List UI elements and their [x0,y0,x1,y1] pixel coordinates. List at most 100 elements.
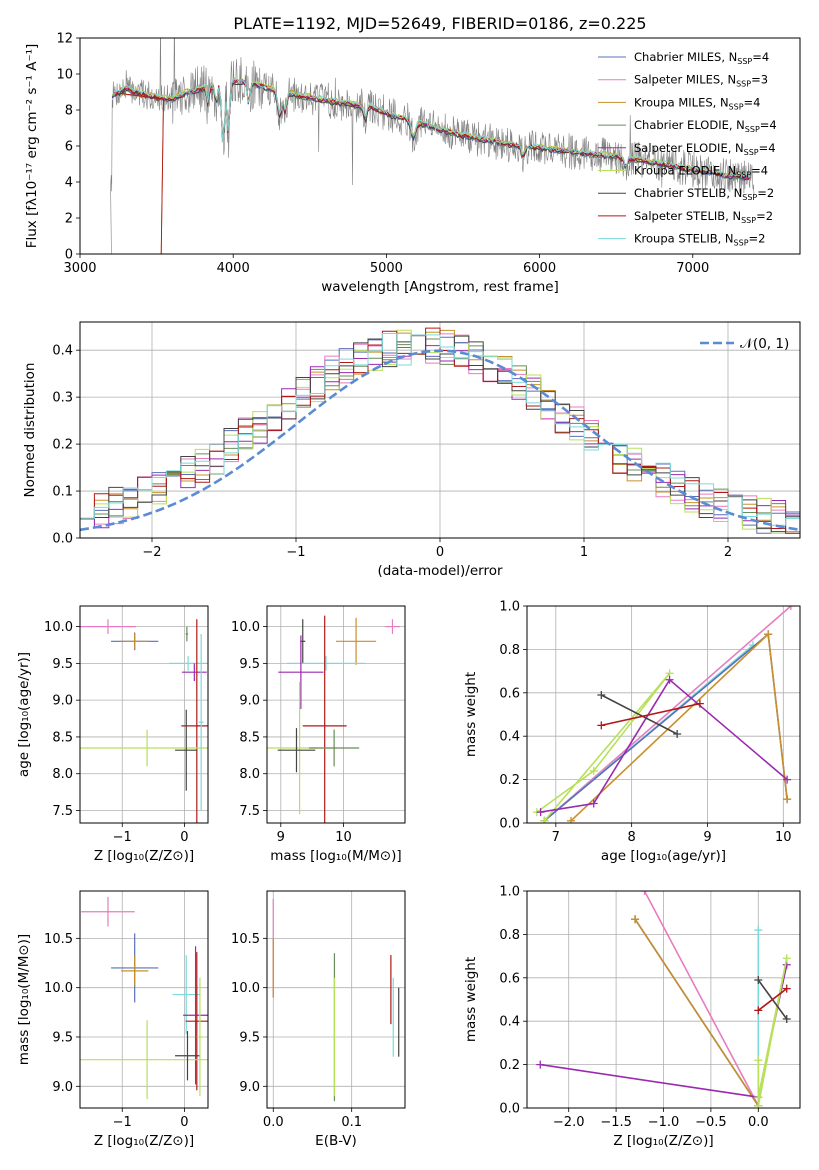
x-tick-label: −2 [142,545,161,560]
y-tick-label: 2 [65,212,73,227]
weight-marker-salp_elodie [665,675,674,684]
x-axis-label: wavelength [Angstrom, rest frame] [321,279,559,295]
x-axis-label: Z [log₁₀(Z/Z⊙)] [94,848,194,864]
legend-name: Kroupa ELODIE, N [634,164,736,178]
legend-count: =3 [751,73,768,87]
legend-entry-krou_miles: Kroupa MILES, NSSP=4 [634,95,760,111]
panel-mass_vs_ebv: 0.0 0.1 9.0 9.5 10.0 10.5 E(B-V) [231,890,406,1149]
weight-marker-salp_elodie [536,1060,545,1069]
x-axis-label: Z [log₁₀(Z/Z⊙)] [613,1133,713,1149]
x-tick-label: 10 [335,830,352,845]
legend-sub: SSP [742,193,757,202]
x-tick-label: −1 [113,830,132,845]
weight-line-salp_miles [543,606,792,822]
weight-line-krou_elodie [536,672,671,822]
y-axis-label: mass weight [463,957,479,1042]
plot-area-mass_weight_vs_Z [536,891,791,1108]
legend-count: =4 [751,164,768,178]
axes-frame [526,890,801,1109]
legend-sub: SSP [736,80,751,89]
weight-marker-krou_miles [631,915,640,924]
legend-name: Chabrier ELODIE, N [634,118,745,132]
plot-area-residuals [80,327,800,538]
legend-sub: SSP [737,57,752,66]
weight-marker-chab_stelib [754,975,763,984]
weight-marker-krou_miles [783,795,792,804]
y-tick-label: 0.0 [499,1102,520,1117]
weight-line-krou_elodie [757,958,788,1106]
weight-line-krou_miles [570,632,788,822]
legend-sub: SSP [745,125,760,134]
y-tick-label: 9.5 [52,657,73,672]
y-tick-label: 0.1 [52,485,73,500]
panel-mass_weight_vs_Z: −2.0 −1.5 −1.0 −0.5 0.0 0.0 0.2 0.4 0.6 0.8 1.0 Z [… [463,885,801,1149]
y-axis-label: mass weight [463,672,479,757]
legend-count: =4 [760,118,777,132]
y-tick-label: 0.6 [499,971,520,986]
weight-marker-salp_stelib [754,1006,763,1015]
x-tick-label: 6000 [523,261,556,276]
weight-marker-salp_miles [786,606,795,610]
panel-residuals: −2 −1 0 1 2 0.0 0.1 0.2 0.3 0.4 (data-model)/error… [22,321,801,579]
weight-marker-chab_stelib [673,730,682,739]
axes-frame [526,605,801,824]
legend-name: Salpeter MILES, N [634,73,736,87]
x-tick-label: 1 [580,545,588,560]
weight-marker-krou_elodie [754,1056,763,1065]
plot-area-spectrum [110,38,755,254]
weight-marker-chab_stelib [782,1015,791,1024]
x-tick-label: 5000 [370,261,403,276]
y-tick-label: 9.5 [239,1030,260,1045]
weight-line-salp_stelib [601,702,701,727]
x-tick-label: 0.1 [341,1115,362,1130]
y-tick-label: 10.0 [231,620,260,635]
y-tick-label: 1.0 [499,885,520,900]
x-tick-label: −1 [113,1115,132,1130]
y-tick-label: 12 [56,32,73,47]
normal-reference-curve [80,349,800,532]
x-tick-label: 0 [180,830,188,845]
x-axis-label: E(B-V) [315,1133,357,1149]
weight-marker-salp_stelib [597,721,606,730]
legend-sub: SSP [736,171,751,180]
y-axis-label: age [log₁₀(age/yr)] [16,652,32,777]
panel-mass_weight_vs_age: 7 8 9 10 0.0 0.2 0.4 0.6 0.8 1.0 age [log₁₀(age/yr… [463,600,801,864]
y-tick-label: 0.6 [499,686,520,701]
x-tick-label: 4000 [217,261,250,276]
histogram-chab_stelib [80,334,800,538]
weight-marker-salp_stelib [782,984,791,993]
legend-count: =2 [757,186,774,200]
x-tick-label: 7000 [676,261,709,276]
legend-sub: SSP [734,239,749,248]
x-tick-label: 0.0 [263,1115,284,1130]
weight-marker-chab_stelib [597,690,606,699]
axes-frame [266,605,406,824]
legend-name: Chabrier STELIB, N [634,186,742,200]
axes-frame [79,890,209,1109]
weight-marker-salp_stelib [695,699,704,708]
weight-marker-salp_miles [640,891,649,895]
y-axis-label: mass [log₁₀(M/M⊙)] [16,934,32,1065]
legend-entry-krou_elodie: Kroupa ELODIE, NSSP=4 [634,164,768,180]
plot-area-mass_vs_ebv [272,898,400,1102]
x-tick-label: 3000 [63,261,96,276]
legend-count: =2 [756,209,773,223]
axes-frame [266,890,406,1109]
y-tick-label: 4 [65,176,73,191]
y-tick-label: 0 [65,248,73,263]
legend-name: Salpeter ELODIE, N [634,141,744,155]
y-tick-label: 9.0 [52,694,73,709]
panel-mass_vs_Z: −1 0 9.0 9.5 10.0 10.5 Z [log₁₀(Z/Z⊙)] mass [lo… [16,890,209,1149]
legend-entry-chab_stelib: Chabrier STELIB, NSSP=2 [634,186,774,202]
x-tick-label: −1 [286,545,305,560]
y-tick-label: 0.4 [499,730,520,745]
legend-count: =4 [752,50,769,64]
weight-line-salp_elodie [540,678,788,813]
y-tick-label: 10.5 [231,932,260,947]
y-tick-label: 10.0 [44,981,73,996]
legend-entry-salp_miles: Salpeter MILES, NSSP=3 [634,73,768,89]
y-tick-label: 0.2 [52,438,73,453]
axes-frame [79,605,209,824]
y-tick-label: 10.5 [44,932,73,947]
